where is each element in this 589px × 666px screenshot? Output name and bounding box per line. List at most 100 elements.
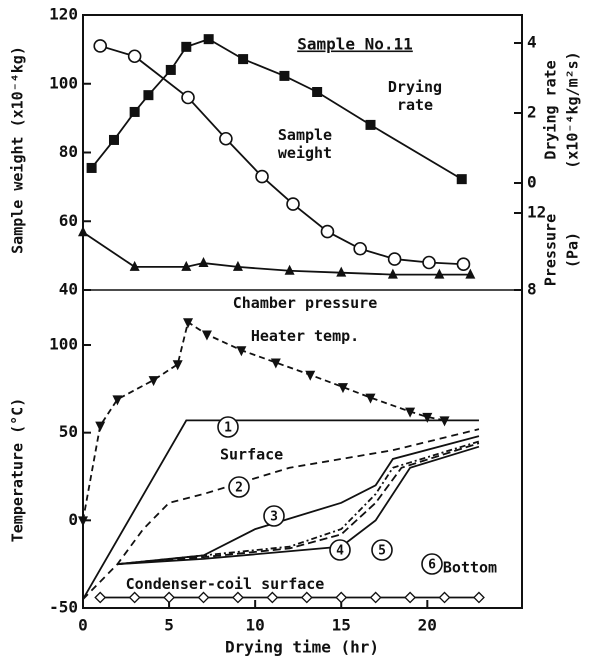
marker <box>320 224 335 239</box>
marker <box>165 64 176 75</box>
marker <box>197 591 210 604</box>
marker <box>95 421 106 432</box>
marker <box>473 591 485 604</box>
marker <box>232 591 244 604</box>
y-tick-label: 4 <box>527 33 537 52</box>
series-line <box>82 428 480 600</box>
series-line <box>82 419 479 600</box>
marker <box>365 393 376 404</box>
chart-title: Sample No.11 <box>297 35 413 54</box>
marker <box>286 197 300 211</box>
marker <box>129 106 140 117</box>
marker <box>108 134 119 145</box>
y-tick-label: 80 <box>59 142 78 161</box>
annotation: Bottom <box>443 559 497 577</box>
y-tick-label: 120 <box>49 5 78 24</box>
series-label: Condenser-coil surface <box>125 575 325 593</box>
marker <box>353 241 367 256</box>
marker <box>422 412 433 423</box>
y-tick-label: 50 <box>59 422 78 441</box>
marker <box>336 266 347 277</box>
marker <box>181 90 195 105</box>
marker <box>203 34 214 45</box>
marker <box>335 591 348 604</box>
marker <box>387 252 402 266</box>
label-circle <box>217 416 239 438</box>
series-label: Drying rate <box>387 78 443 114</box>
marker <box>387 268 398 279</box>
marker <box>172 360 183 371</box>
y4-axis-title: Temperature (°C) <box>9 398 27 543</box>
x-tick-label: 15 <box>332 616 351 635</box>
marker <box>148 376 159 387</box>
y-tick-label: 0 <box>68 510 78 529</box>
series-label: Heater temp. <box>250 327 360 345</box>
x-tick-label: 0 <box>78 616 88 635</box>
marker <box>238 54 249 65</box>
marker <box>236 346 247 357</box>
marker <box>181 41 192 52</box>
x-tick-label: 10 <box>246 616 265 635</box>
marker <box>112 395 123 406</box>
y-tick-label: 100 <box>49 73 78 92</box>
marker <box>300 591 313 604</box>
y-tick-label: 12 <box>527 203 546 222</box>
x-axis-title: Drying time (hr) <box>225 638 379 657</box>
series-label: 5 <box>378 544 386 559</box>
series-label: Sample weight <box>277 126 333 162</box>
series-line <box>117 435 480 566</box>
marker <box>93 39 108 53</box>
label-circle <box>329 539 351 561</box>
marker <box>86 162 97 173</box>
marker <box>143 90 154 101</box>
y3-axis-title: (Pa) <box>564 232 582 268</box>
marker <box>129 260 140 271</box>
marker <box>201 330 212 341</box>
label-circle <box>371 539 393 561</box>
series-label: 2 <box>235 481 243 496</box>
series-label: 1 <box>224 421 232 436</box>
marker <box>232 260 243 271</box>
marker <box>183 318 194 329</box>
marker <box>404 591 417 604</box>
marker <box>198 257 209 268</box>
marker <box>369 591 382 604</box>
series-line <box>117 442 480 566</box>
marker <box>266 591 279 604</box>
y-tick-label: 100 <box>49 335 78 354</box>
y2-axis-title: Drying rate <box>542 60 560 159</box>
y-tick-label: 40 <box>59 280 78 299</box>
marker <box>127 49 142 64</box>
marker <box>439 416 450 427</box>
marker <box>128 591 141 604</box>
y-axis-title: Sample weight (x10⁻⁴kg) <box>9 46 27 254</box>
plot-frame <box>82 14 523 609</box>
marker <box>465 268 476 279</box>
x-tick-label: 20 <box>418 616 437 635</box>
series-line <box>117 445 480 566</box>
label-circle <box>228 476 250 498</box>
marker <box>456 257 471 272</box>
y3-axis-title: Pressure <box>542 214 560 286</box>
marker <box>422 255 436 270</box>
marker <box>219 131 233 146</box>
series-label: 6 <box>428 558 436 573</box>
marker <box>405 407 416 418</box>
y-tick-label: 8 <box>527 280 537 299</box>
marker <box>365 119 376 130</box>
marker <box>434 268 445 279</box>
series-label: 4 <box>336 544 344 559</box>
label-circle <box>263 505 285 527</box>
series-line <box>82 231 471 276</box>
marker <box>181 260 192 271</box>
marker <box>337 383 348 394</box>
y-tick-label: -50 <box>49 598 78 617</box>
y-tick-label: 60 <box>59 211 78 230</box>
marker <box>255 169 269 184</box>
marker <box>78 516 88 527</box>
label-circle <box>421 553 443 575</box>
marker <box>270 358 281 369</box>
y-tick-label: 0 <box>527 173 537 192</box>
